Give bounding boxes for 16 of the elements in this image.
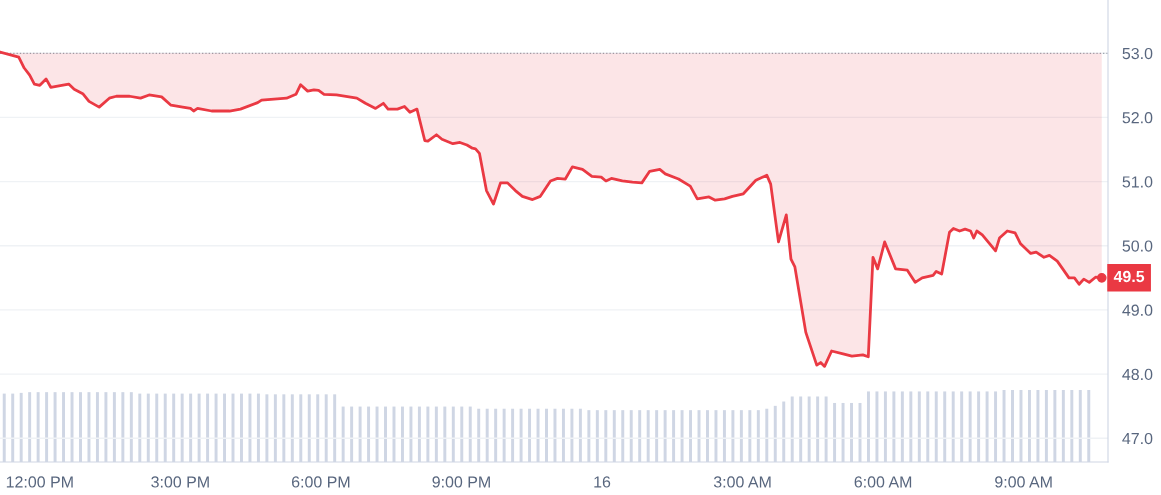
y-tick-label: 51.0 [1122,176,1153,188]
y-tick-label: 48.0 [1122,368,1153,381]
x-tick-label: 9:00 PM [432,476,490,488]
y-tick-label: 47.0 [1122,432,1153,445]
x-tick-label: 12:00 PM [6,476,73,488]
y-tick-label: 49.0 [1122,304,1153,316]
x-tick-label: 6:00 AM [854,476,912,488]
annotation: 49.5 [1113,270,1145,283]
y-tick-label: 50.0 [1122,240,1153,252]
y-tick-label: 52.0 [1122,112,1153,124]
x-tick-label: 9:00 AM [995,476,1052,488]
x-tick-label: 3:00 AM [713,476,771,488]
x-tick-label: 3:00 PM [151,476,209,488]
x-tick-label: 16 [594,476,611,488]
x-tick-label: 6:00 PM [291,476,350,488]
y-tick-label: 53.0 [1122,47,1153,60]
